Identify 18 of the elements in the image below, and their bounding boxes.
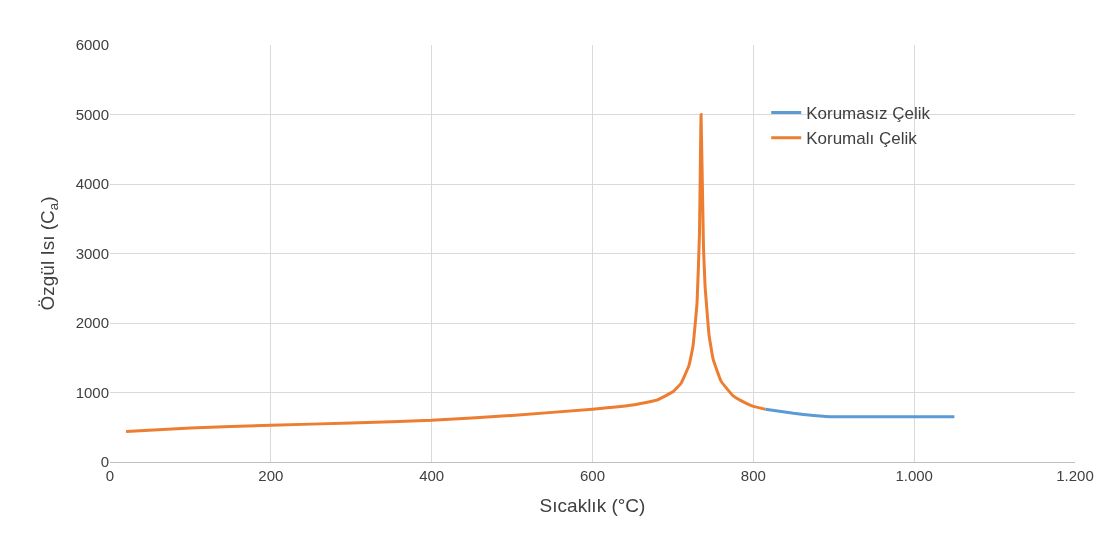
x-tick-label: 600 [579, 467, 606, 484]
x-tick-label: 1.200 [1056, 467, 1094, 484]
y-tick-label: 2000 [75, 314, 109, 332]
x-tick-label: 200 [258, 467, 284, 484]
y-tick-label: 4000 [75, 175, 109, 193]
y-tick-label: 1000 [75, 383, 109, 401]
x-tick-label: 400 [419, 467, 445, 484]
y-tick-label: 6000 [75, 36, 109, 54]
y-tick-label: 0 [100, 453, 109, 471]
line-series [124, 113, 767, 433]
legend-label: Korumalı Çelik [806, 129, 918, 149]
line-series [763, 407, 956, 419]
x-axis-title: Sıcaklık (°C) [539, 494, 646, 516]
x-tick-label: 1.000 [895, 467, 933, 484]
y-tick-label: 5000 [75, 105, 109, 123]
y-tick-label: 3000 [75, 244, 109, 262]
x-tick-label: 800 [740, 467, 766, 484]
legend-label: Korumasız Çelik [806, 104, 931, 124]
